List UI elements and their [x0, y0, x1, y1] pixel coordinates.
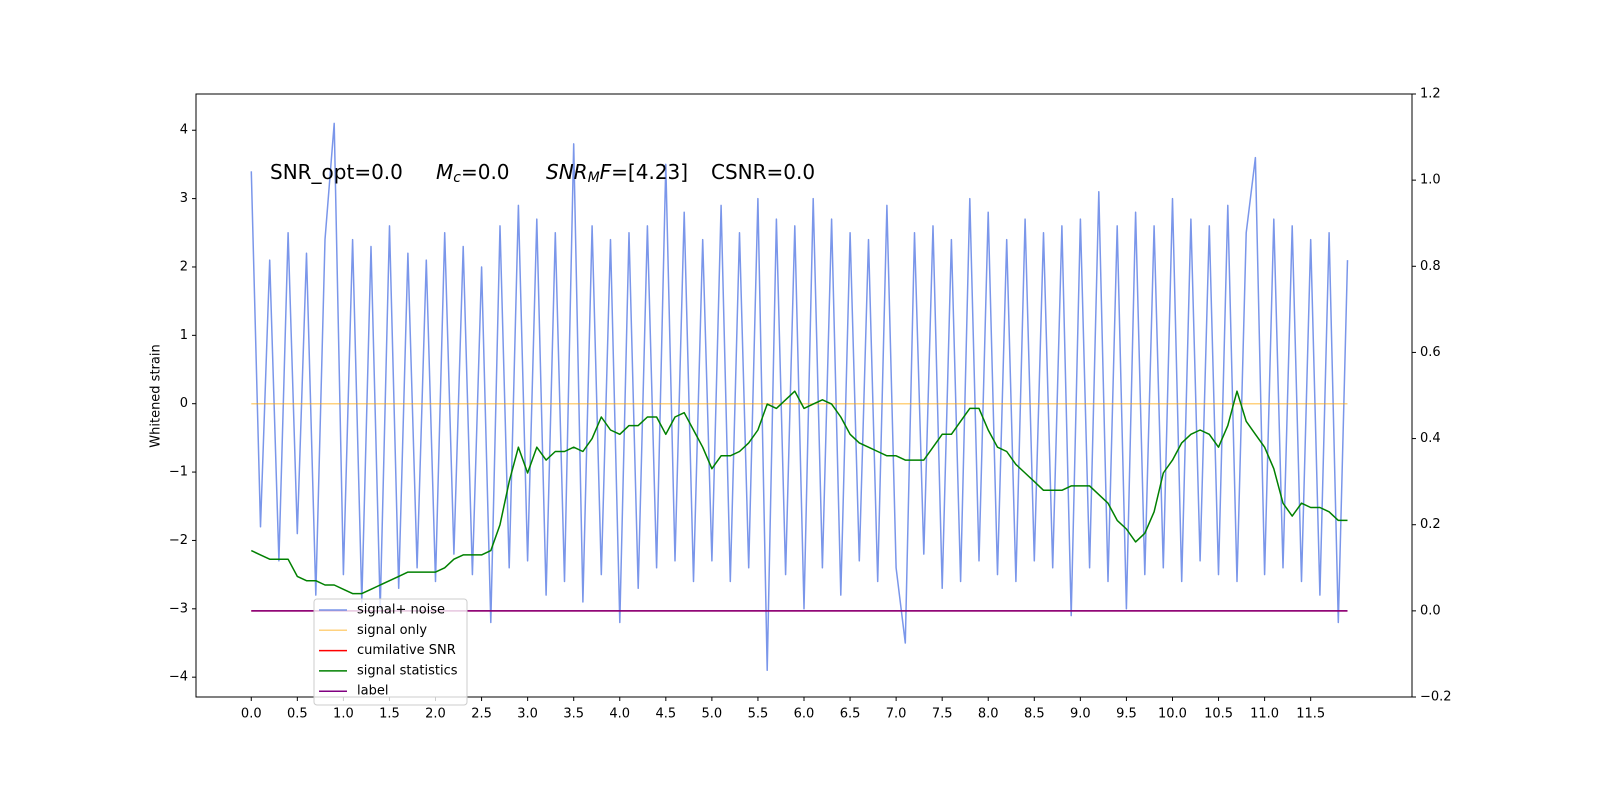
- x-tick-label: 1.0: [333, 707, 354, 722]
- x-tick-label: 0.5: [287, 707, 308, 722]
- y-tick-label: −4: [169, 670, 188, 685]
- x-tick-label: 11.0: [1250, 707, 1279, 722]
- x-tick-label: 3.5: [563, 707, 584, 722]
- y2-tick-label: 1.0: [1420, 173, 1441, 188]
- x-tick-label: 9.0: [1070, 707, 1091, 722]
- x-tick-label: 7.5: [932, 707, 953, 722]
- x-tick-label: 10.5: [1204, 707, 1233, 722]
- annotation-part: SNR_opt=0.0: [270, 160, 403, 184]
- y-tick-label: −1: [169, 465, 188, 480]
- x-tick-label: 10.0: [1158, 707, 1187, 722]
- legend-frame: [313, 598, 468, 706]
- y-tick-label: 4: [180, 123, 188, 138]
- annotation: Mc=0.0: [436, 160, 510, 187]
- y2-tick-label: −0.2: [1420, 690, 1452, 705]
- annotation-part: SNR: [546, 160, 588, 184]
- annotation-part: =0.0: [461, 160, 510, 184]
- x-tick-label: 4.5: [655, 707, 676, 722]
- x-tick-label: 1.5: [379, 707, 400, 722]
- y-tick-label: 1: [180, 328, 188, 343]
- x-tick-label: 9.5: [1116, 707, 1137, 722]
- legend-label: signal only: [357, 623, 427, 638]
- y-tick-label: 2: [180, 259, 188, 274]
- legend-label: label: [357, 684, 388, 699]
- y-tick-label: 3: [180, 191, 188, 206]
- x-tick-label: 11.5: [1296, 707, 1325, 722]
- legend-label: signal statistics: [357, 663, 458, 678]
- y2-tick-label: 0.0: [1420, 603, 1441, 618]
- y-tick-label: −3: [169, 601, 188, 616]
- x-tick-label: 6.5: [840, 707, 861, 722]
- annotation: SNR_opt=0.0: [270, 160, 403, 184]
- series-line: [250, 122, 1349, 672]
- x-tick-label: 8.0: [978, 707, 999, 722]
- y-tick-label: −2: [169, 533, 188, 548]
- y2-tick-label: 0.2: [1420, 517, 1441, 532]
- annotation: SNRMF=[4.23]: [546, 160, 688, 187]
- y2-tick-label: 0.4: [1420, 431, 1441, 446]
- annotation-part: M: [436, 160, 453, 184]
- y-tick-label: 0: [180, 396, 188, 411]
- y2-tick-label: 1.2: [1420, 87, 1441, 102]
- annotation-part: c: [453, 170, 461, 186]
- series-line: [250, 390, 1348, 595]
- annotation: CSNR=0.0: [711, 160, 815, 184]
- y2-tick-label: 0.8: [1420, 259, 1441, 274]
- x-tick-label: 5.0: [702, 707, 723, 722]
- annotation-part: M: [588, 170, 600, 186]
- x-tick-label: 2.5: [471, 707, 492, 722]
- x-tick-label: 4.0: [609, 707, 630, 722]
- annotation-part: CSNR=0.0: [711, 160, 815, 184]
- legend-label: cumilative SNR: [357, 643, 456, 658]
- y-axis-label: Whitened strain: [149, 344, 164, 447]
- legend-label: signal+ noise: [357, 603, 445, 618]
- x-tick-label: 7.0: [886, 707, 907, 722]
- x-tick-label: 0.0: [241, 707, 262, 722]
- y2-tick-label: 0.6: [1420, 345, 1441, 360]
- x-tick-label: 6.0: [794, 707, 815, 722]
- annotation-part: F: [600, 160, 612, 184]
- x-tick-label: 2.0: [425, 707, 446, 722]
- x-tick-label: 8.5: [1024, 707, 1045, 722]
- annotation-part: =[4.23]: [611, 160, 688, 184]
- x-tick-label: 5.5: [748, 707, 769, 722]
- x-tick-label: 3.0: [517, 707, 538, 722]
